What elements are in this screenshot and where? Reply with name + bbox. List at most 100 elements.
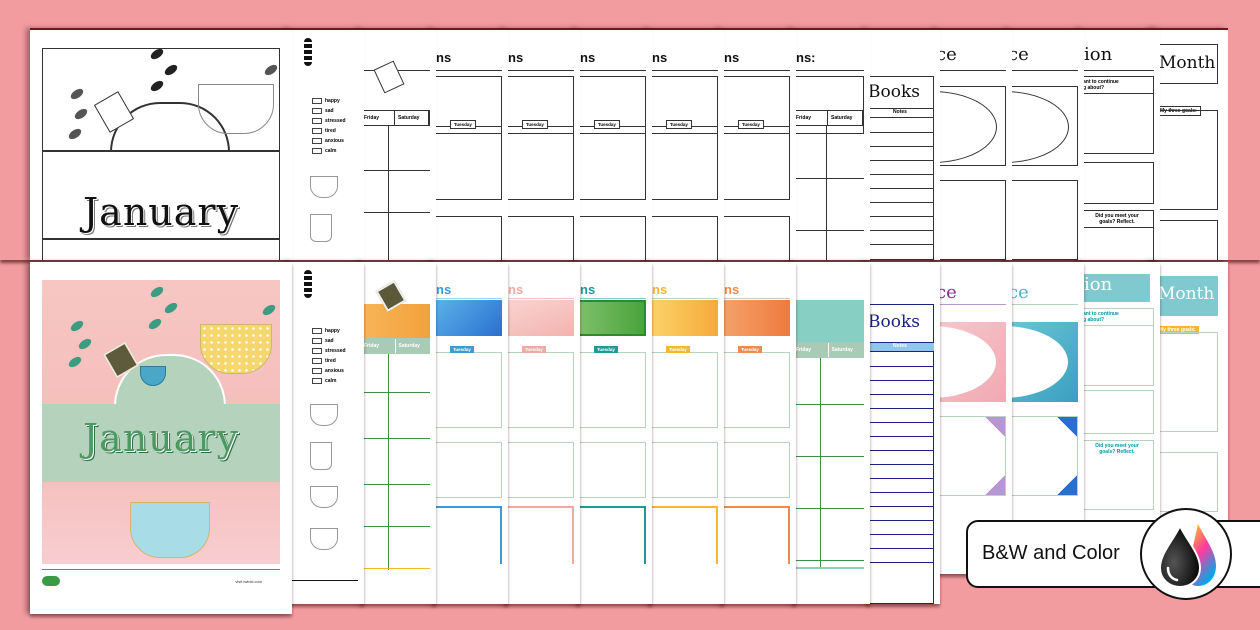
- corner-frame: [1008, 180, 1078, 260]
- tuesday-label: Tuesday: [522, 120, 548, 129]
- line: [866, 450, 934, 451]
- tuesday-label: Tuesday: [450, 346, 474, 353]
- mood-option[interactable]: tired: [312, 356, 346, 366]
- tuesday-label: Tuesday: [738, 120, 764, 129]
- mood-option[interactable]: calm: [312, 146, 346, 156]
- color-mood-page: happy sad stressed tired anxious calm: [288, 262, 364, 604]
- checkbox[interactable]: [312, 138, 322, 144]
- color-daily-page-1: ns Tuesday: [432, 262, 508, 604]
- color-weekly-grid-page: Friday Saturday: [792, 262, 870, 604]
- divider: [720, 70, 790, 71]
- checkbox[interactable]: [312, 328, 322, 334]
- mood-option[interactable]: sad: [312, 106, 346, 116]
- line: [866, 464, 934, 465]
- mood-option[interactable]: stressed: [312, 116, 346, 126]
- oval-shape: [937, 91, 997, 163]
- goals-label: My three goals:: [1156, 326, 1199, 334]
- teacup-icon: [198, 84, 274, 134]
- day-box: [576, 506, 646, 564]
- line: [866, 408, 934, 409]
- question-box-2: [1080, 162, 1154, 204]
- bw-daily-page-1: ns Tuesday: [432, 28, 508, 260]
- mood-checklist: happy sad stressed tired anxious calm: [312, 96, 346, 156]
- checkbox[interactable]: [312, 378, 322, 384]
- divider: [648, 298, 718, 299]
- mood-option[interactable]: happy: [312, 326, 346, 336]
- divider: [792, 70, 864, 71]
- grid-divider: [820, 358, 821, 568]
- line: [866, 216, 934, 217]
- checkbox[interactable]: [312, 338, 322, 344]
- grid-row: [792, 404, 864, 405]
- line: [866, 478, 934, 479]
- oval-frame: [1008, 86, 1078, 166]
- day-box: [576, 352, 646, 428]
- checkbox[interactable]: [312, 348, 322, 354]
- oval-frame: [936, 322, 1006, 402]
- footer-line: [288, 580, 358, 581]
- day-box: [504, 506, 574, 564]
- mood-option[interactable]: happy: [312, 96, 346, 106]
- mood-option[interactable]: tired: [312, 126, 346, 136]
- checkbox[interactable]: [312, 148, 322, 154]
- bw-mood-page: happy sad stressed tired anxious calm: [288, 28, 364, 260]
- color-daily-page-4: ns Tuesday: [648, 262, 724, 604]
- line: [866, 562, 934, 563]
- footer-line: [792, 567, 864, 569]
- mood-label: anxious: [325, 368, 344, 374]
- planner-header: ns: [652, 282, 668, 297]
- grid-row: [792, 560, 864, 561]
- mood-option[interactable]: calm: [312, 376, 346, 386]
- footer-line: [360, 568, 430, 569]
- mood-option[interactable]: sad: [312, 336, 346, 346]
- books-title: Books: [868, 312, 920, 332]
- mood-option[interactable]: anxious: [312, 366, 346, 376]
- mood-label: calm: [325, 148, 337, 154]
- grid-row: [360, 170, 430, 171]
- line: [866, 422, 934, 423]
- mood-option[interactable]: anxious: [312, 136, 346, 146]
- corner-frame: [936, 180, 1006, 260]
- question-box-3: Did you meet your goals? Reflect.: [1080, 210, 1154, 260]
- day-box: [648, 352, 718, 428]
- line: [866, 244, 934, 245]
- checkbox[interactable]: [312, 128, 322, 134]
- month-title-box: Month: [1156, 44, 1218, 84]
- books-frame: [866, 76, 934, 260]
- line: [866, 534, 934, 535]
- day-box: [648, 442, 718, 498]
- checkbox[interactable]: [312, 358, 322, 364]
- top-box: [504, 300, 574, 336]
- line: [866, 146, 934, 147]
- oval-shape: [1008, 326, 1068, 398]
- day-box: [432, 506, 502, 564]
- day-box: [648, 506, 718, 564]
- checkbox[interactable]: [312, 98, 322, 104]
- checkbox[interactable]: [312, 368, 322, 374]
- checkbox[interactable]: [312, 108, 322, 114]
- divider: [576, 70, 646, 71]
- line: [866, 174, 934, 175]
- top-box: [576, 300, 646, 336]
- question-box-3: Did you meet your goals? Reflect.: [1080, 440, 1154, 510]
- line: [866, 366, 934, 367]
- question-1: ant to continue g about?: [1081, 309, 1153, 326]
- day-box: [576, 216, 646, 260]
- grid-row: [792, 456, 864, 457]
- day-box: [720, 506, 790, 564]
- mood-option[interactable]: stressed: [312, 346, 346, 356]
- teacup-icon: [310, 486, 338, 508]
- saturday-header: Saturday: [395, 111, 429, 125]
- grid-divider: [388, 354, 389, 570]
- mood-label: happy: [325, 98, 340, 104]
- divider: [936, 70, 1006, 71]
- grid-row: [360, 212, 430, 213]
- mood-label: stressed: [325, 348, 346, 354]
- day-box: [504, 442, 574, 498]
- month-title: Month: [1159, 53, 1216, 73]
- books-title: Books: [868, 82, 920, 102]
- line: [866, 506, 934, 507]
- divider: [576, 298, 646, 299]
- mood-label: calm: [325, 378, 337, 384]
- checkbox[interactable]: [312, 118, 322, 124]
